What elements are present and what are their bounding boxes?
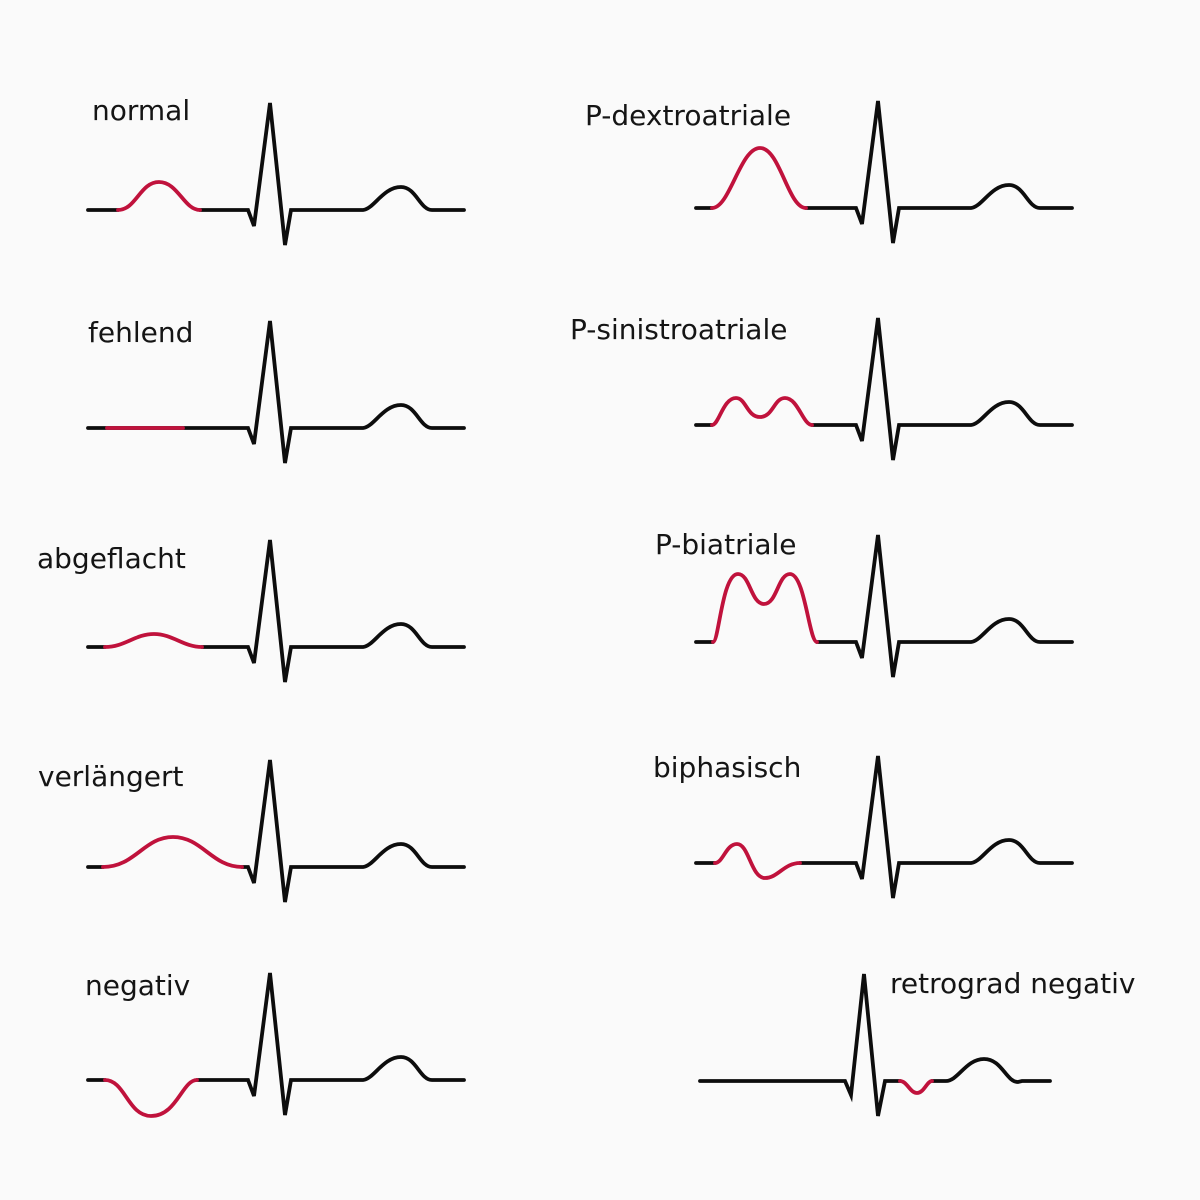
ecg-panel-abgeflacht <box>80 507 480 707</box>
ecg-panel-biphasisch <box>688 723 1088 923</box>
ecg-waveform-fehlend <box>86 320 466 464</box>
p-wave-highlight-normal <box>116 180 202 212</box>
ecg-panel-normal <box>80 70 480 270</box>
ecg-panel-fehlend <box>80 288 480 488</box>
trace-label-biphasisch: biphasisch <box>653 751 802 784</box>
ecg-trace-retrograd-negativ <box>698 973 1052 1117</box>
trace-label-abgeflacht: abgeflacht <box>37 542 186 575</box>
ecg-trace-fehlend <box>86 320 466 464</box>
ecg-trace-p-sinistroatriale <box>694 317 1074 461</box>
trace-label-fehlend: fehlend <box>88 316 194 349</box>
ecg-waveform-verlaengert <box>86 759 466 903</box>
ecg-waveform-retrograd-negativ <box>698 973 1052 1117</box>
ecg-waveform-p-sinistroatriale <box>694 317 1074 461</box>
p-wave-highlight-p-sinistroatriale <box>710 396 814 427</box>
ecg-trace-p-dextroatriale <box>694 100 1074 244</box>
trace-label-negativ: negativ <box>85 969 191 1002</box>
trace-label-normal: normal <box>92 94 191 127</box>
p-wave-highlight-p-biatriale <box>711 572 819 644</box>
p-wave-highlight-retrograd-negativ <box>898 1079 934 1095</box>
ecg-waveform-p-dextroatriale <box>694 100 1074 244</box>
p-wave-highlight-biphasisch <box>713 842 802 880</box>
ecg-waveform-normal <box>86 102 466 246</box>
p-wave-highlight-p-dextroatriale <box>710 146 808 210</box>
ecg-waveform-negativ <box>86 972 466 1116</box>
trace-label-p-dextroatriale: P-dextroatriale <box>585 99 792 132</box>
ecg-panel-verlaengert <box>80 727 480 927</box>
ecg-panel-p-sinistroatriale <box>688 285 1088 485</box>
ecg-panel-p-biatriale <box>688 502 1088 702</box>
ecg-panel-p-dextroatriale <box>688 68 1088 268</box>
trace-label-retrograd-negativ: retrograd negativ <box>890 967 1136 1000</box>
trace-label-p-sinistroatriale: P-sinistroatriale <box>570 313 788 346</box>
ecg-waveform-biphasisch <box>694 755 1074 899</box>
ecg-trace-verlaengert <box>86 759 466 903</box>
ecg-panel-negativ <box>80 940 480 1140</box>
ecg-trace-negativ <box>86 972 466 1118</box>
trace-label-verlaengert: verlängert <box>38 760 184 793</box>
ecg-waveform-p-biatriale <box>694 534 1074 678</box>
ecg-waveform-abgeflacht <box>86 539 466 683</box>
ecg-panel-retrograd-negativ <box>688 941 1088 1141</box>
trace-label-p-biatriale: P-biatriale <box>655 528 797 561</box>
ecg-trace-p-biatriale <box>694 534 1074 678</box>
ecg-trace-abgeflacht <box>86 539 466 683</box>
p-wave-highlight-abgeflacht <box>103 632 204 649</box>
ecg-trace-biphasisch <box>694 755 1074 899</box>
p-wave-highlight-verlaengert <box>101 835 244 869</box>
p-wave-highlight-negativ <box>103 1078 199 1118</box>
ecg-trace-normal <box>86 102 466 246</box>
